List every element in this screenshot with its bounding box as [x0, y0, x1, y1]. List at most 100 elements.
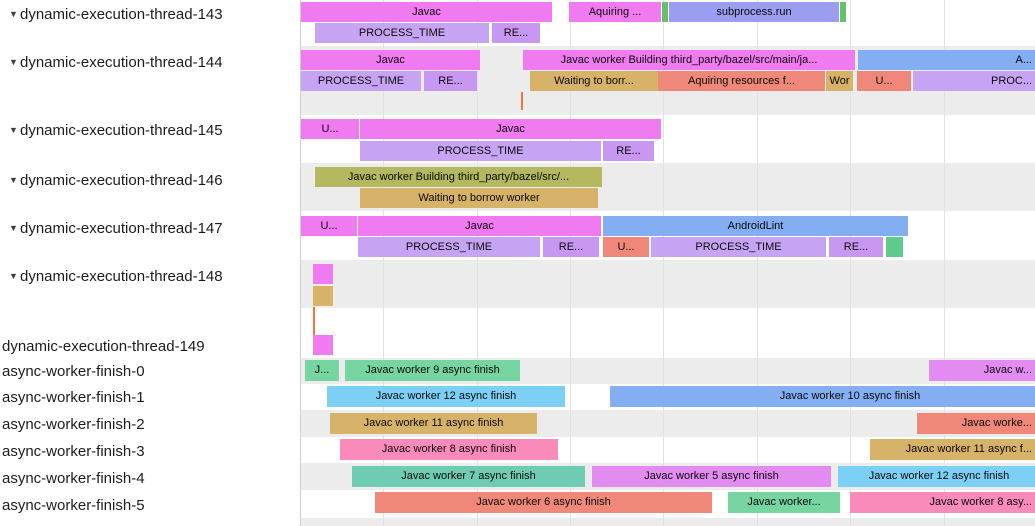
sidebar-item-async-worker-finish-0[interactable]: async-worker-finish-0	[0, 361, 300, 381]
thread-name-label: dynamic-execution-thread-144	[20, 53, 223, 71]
trace-span[interactable]: U...	[301, 216, 357, 236]
trace-span[interactable]: U...	[603, 237, 649, 257]
sidebar-item-dynamic-execution-thread-145[interactable]: ▼ dynamic-execution-thread-145	[0, 120, 300, 140]
trace-span[interactable]	[886, 237, 903, 257]
trace-span[interactable]: Javac worker 6 async finish	[375, 492, 712, 513]
timeline-lane	[301, 286, 1035, 306]
sidebar-item-dynamic-execution-thread-147[interactable]: ▼ dynamic-execution-thread-147	[0, 218, 300, 238]
timeline-lane	[301, 335, 1035, 355]
collapse-arrow-icon[interactable]: ▼	[9, 125, 18, 135]
timeline-lane: Javac worker 8 async finish Javac worker …	[301, 439, 1035, 460]
timeline-lane	[301, 264, 1035, 284]
trace-span[interactable]: Javac worker 7 async finish	[352, 466, 585, 487]
trace-span[interactable]: Javac	[358, 216, 601, 236]
sidebar-item-async-worker-finish-3[interactable]: async-worker-finish-3	[0, 441, 300, 461]
trace-span[interactable]: Waiting to borrow worker	[360, 188, 598, 208]
trace-span[interactable]: Javac worker 8 asy...	[850, 492, 1035, 513]
trace-span[interactable]: Javac	[301, 50, 480, 70]
sidebar-item-dynamic-execution-thread-149[interactable]: dynamic-execution-thread-149	[0, 336, 300, 356]
thread-name-label: dynamic-execution-thread-148	[20, 267, 223, 285]
sidebar-item-dynamic-execution-thread-148[interactable]: ▼ dynamic-execution-thread-148	[0, 266, 300, 286]
trace-span[interactable]: RE...	[543, 237, 599, 257]
trace-span[interactable]: Javac worker 10 async finish	[610, 386, 1035, 407]
trace-span[interactable]: Waiting to borr...	[530, 71, 658, 91]
trace-span[interactable]: RE...	[424, 71, 477, 91]
trace-span[interactable]: Javac worker 11 async finish	[330, 413, 537, 434]
trace-span[interactable]: PROC...	[913, 71, 1035, 91]
trace-span[interactable]: Javac	[360, 119, 661, 139]
trace-span[interactable]: subprocess.run	[669, 2, 839, 22]
trace-span[interactable]	[313, 264, 333, 284]
trace-span[interactable]: U...	[857, 71, 911, 91]
row-band	[301, 260, 1035, 308]
trace-span[interactable]: RE...	[492, 23, 540, 43]
trace-span[interactable]: Javac worker 11 async f...	[870, 439, 1035, 460]
sidebar-item-async-worker-finish-1[interactable]: async-worker-finish-1	[0, 387, 300, 407]
timeline-lane: PROCESS_TIME RE...	[301, 23, 1035, 43]
trace-span[interactable]: Javac worker 5 async finish	[592, 466, 831, 487]
trace-span[interactable]	[313, 335, 333, 355]
thread-name-label: async-worker-finish-5	[2, 496, 145, 514]
row-band	[301, 518, 1035, 526]
trace-span[interactable]: PROCESS_TIME	[358, 237, 540, 257]
sidebar-item-dynamic-execution-thread-144[interactable]: ▼ dynamic-execution-thread-144	[0, 52, 300, 72]
timeline-lane: Javac worker 6 async finish Javac worker.…	[301, 492, 1035, 513]
trace-span[interactable]: Aquiring resources f...	[658, 71, 825, 91]
timeline-lane: Javac Javac worker Building third_party/b…	[301, 50, 1035, 70]
trace-span[interactable]: PROCESS_TIME	[315, 23, 489, 43]
trace-span[interactable]: Javac worker 12 async finish	[327, 386, 565, 407]
trace-span[interactable]: PROCESS_TIME	[301, 71, 421, 91]
instant-event-marker[interactable]	[521, 92, 523, 110]
trace-span[interactable]	[313, 286, 333, 306]
trace-span[interactable]: A...	[858, 50, 1035, 70]
trace-span[interactable]	[662, 2, 668, 22]
trace-span[interactable]: Javac	[301, 2, 552, 22]
timeline-canvas[interactable]: Javac Aquiring ... subprocess.run PROCESS_T…	[301, 0, 1035, 526]
collapse-arrow-icon[interactable]: ▼	[9, 57, 18, 67]
sidebar-item-dynamic-execution-thread-146[interactable]: ▼ dynamic-execution-thread-146	[0, 170, 300, 190]
trace-span[interactable]: PROCESS_TIME	[651, 237, 826, 257]
collapse-arrow-icon[interactable]: ▼	[9, 223, 18, 233]
timeline-lane: Javac Aquiring ... subprocess.run	[301, 2, 1035, 22]
sidebar-item-async-worker-finish-2[interactable]: async-worker-finish-2	[0, 414, 300, 434]
time-gridline	[477, 0, 478, 526]
timeline-lane: U... Javac	[301, 119, 1035, 139]
thread-list-sidebar: ▼ dynamic-execution-thread-143 ▼ dynamic-ex…	[0, 0, 301, 526]
sidebar-item-dynamic-execution-thread-143[interactable]: ▼ dynamic-execution-thread-143	[0, 4, 300, 24]
trace-span[interactable]: PROCESS_TIME	[360, 141, 601, 161]
trace-span[interactable]: Javac worke...	[917, 413, 1035, 434]
thread-name-label: async-worker-finish-4	[2, 469, 145, 487]
time-gridline	[944, 0, 945, 526]
timeline-lane: PROCESS_TIME RE... Waiting to borr... Aquir…	[301, 71, 1035, 91]
sidebar-item-async-worker-finish-5[interactable]: async-worker-finish-5	[0, 495, 300, 515]
trace-span[interactable]: U...	[301, 119, 359, 139]
trace-span[interactable]: Javac worker Building third_party/bazel/…	[523, 50, 855, 70]
thread-name-label: dynamic-execution-thread-143	[20, 5, 223, 23]
thread-name-label: async-worker-finish-2	[2, 415, 145, 433]
trace-span[interactable]: Javac worker 9 async finish	[345, 360, 520, 381]
trace-span[interactable]	[840, 2, 846, 22]
trace-span[interactable]: Javac worker 8 async finish	[340, 439, 558, 460]
collapse-arrow-icon[interactable]: ▼	[9, 271, 18, 281]
collapse-arrow-icon[interactable]: ▼	[9, 9, 18, 19]
timeline-lane: Javac worker 7 async finish Javac worker …	[301, 466, 1035, 487]
trace-span[interactable]: RE...	[603, 141, 654, 161]
trace-span[interactable]: Aquiring ...	[569, 2, 661, 22]
trace-span[interactable]: RE...	[829, 237, 883, 257]
trace-span[interactable]: Javac w...	[929, 360, 1035, 381]
timeline-lane: Javac worker 12 async finish Javac worker…	[301, 386, 1035, 407]
sidebar-item-async-worker-finish-4[interactable]: async-worker-finish-4	[0, 468, 300, 488]
trace-span[interactable]: Wor	[826, 71, 853, 91]
collapse-arrow-icon[interactable]: ▼	[9, 175, 18, 185]
instant-event-marker[interactable]	[313, 307, 315, 335]
timeline-lane: Javac worker Building third_party/bazel/…	[301, 167, 1035, 187]
trace-span[interactable]: J...	[305, 360, 339, 381]
trace-span[interactable]: Javac worker Building third_party/bazel/…	[315, 167, 602, 187]
time-gridline	[663, 0, 664, 526]
trace-span[interactable]: AndroidLint	[603, 216, 908, 236]
timeline-lane: Waiting to borrow worker	[301, 188, 1035, 208]
trace-span[interactable]: Javac worker 12 async finish	[838, 466, 1035, 487]
trace-span[interactable]: Javac worker...	[728, 492, 840, 513]
thread-name-label: dynamic-execution-thread-145	[20, 121, 223, 139]
